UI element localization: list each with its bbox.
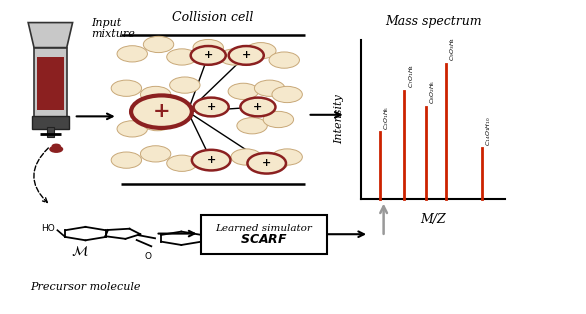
Text: Precursor molecule: Precursor molecule [30,282,141,292]
Circle shape [111,80,142,96]
Circle shape [111,152,142,168]
Text: O: O [145,252,152,261]
Circle shape [167,49,197,65]
Text: $\boldsymbol{SCARF}$: $\boldsymbol{SCARF}$ [240,234,288,246]
Circle shape [228,83,258,100]
Circle shape [170,77,200,93]
Text: +: + [253,101,263,112]
FancyBboxPatch shape [37,57,64,110]
Circle shape [192,150,230,171]
Text: Mass spectrum: Mass spectrum [384,15,481,28]
Circle shape [247,153,286,174]
Circle shape [117,46,148,62]
Circle shape [219,49,250,65]
Text: $\mathcal{M}$: $\mathcal{M}$ [71,244,88,258]
Text: Input
mixture: Input mixture [91,18,135,40]
Circle shape [193,98,229,116]
Text: $C_8O_2H_6$: $C_8O_2H_6$ [428,80,437,104]
Circle shape [141,86,171,103]
FancyBboxPatch shape [201,215,327,254]
Circle shape [272,149,302,165]
Circle shape [190,46,226,65]
Text: +: + [206,154,216,165]
Circle shape [142,115,172,131]
Circle shape [254,80,285,96]
Polygon shape [28,23,73,48]
Circle shape [257,155,288,171]
Circle shape [263,111,294,127]
Circle shape [269,52,299,68]
Text: Collision cell: Collision cell [172,11,253,24]
Circle shape [240,98,275,116]
Circle shape [131,95,192,128]
Circle shape [52,143,61,149]
Circle shape [231,149,261,165]
Circle shape [272,86,302,103]
Circle shape [144,36,173,52]
Circle shape [229,46,264,65]
Text: M/Z: M/Z [420,213,446,226]
Text: +: + [206,101,216,112]
Text: Learned simulator: Learned simulator [216,224,312,233]
Circle shape [237,118,267,134]
Text: $\mathdefault{CH_3}$: $\mathdefault{CH_3}$ [220,234,237,246]
Text: +: + [152,101,171,121]
Text: Intensity: Intensity [334,95,344,144]
FancyBboxPatch shape [32,116,69,129]
Circle shape [141,146,171,162]
Circle shape [167,155,197,171]
FancyBboxPatch shape [34,48,67,120]
Text: $C_7O_1H_4$: $C_7O_1H_4$ [407,64,415,88]
Circle shape [246,43,276,59]
Text: +: + [241,49,251,60]
Circle shape [117,121,148,137]
Text: $\mathdefault{O}$: $\mathdefault{O}$ [207,233,216,244]
Text: $C_9O_3H_4$: $C_9O_3H_4$ [448,37,457,61]
Text: $C_{14}O_1H_{10}$: $C_{14}O_1H_{10}$ [484,116,493,146]
Circle shape [193,40,223,56]
Text: +: + [262,157,271,168]
Circle shape [49,145,63,153]
FancyBboxPatch shape [47,127,54,137]
Text: $C_2O_1H_6$: $C_2O_1H_6$ [382,106,391,130]
Text: +: + [203,49,213,60]
Text: HO: HO [41,224,54,233]
